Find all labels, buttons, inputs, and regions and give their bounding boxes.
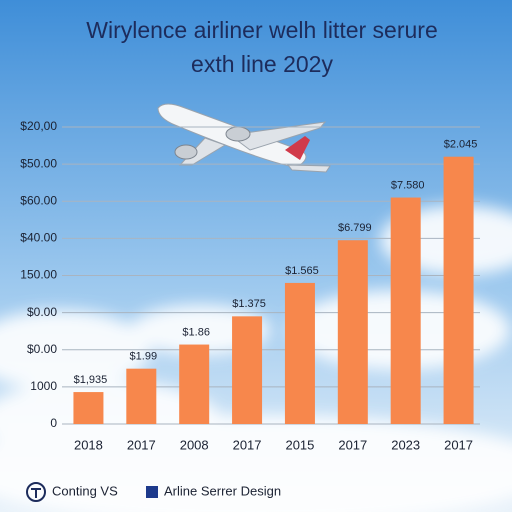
legend-icon-glyph [31, 488, 41, 498]
y-tick-label: $50.00 [20, 156, 57, 170]
x-tick-label: 2017 [127, 437, 156, 452]
bar [284, 282, 315, 424]
chart-title: Wirylence airliner welh litter serure [86, 17, 438, 43]
legend-swatch [146, 486, 158, 498]
y-tick-label: 150.00 [20, 268, 57, 282]
bar [443, 156, 474, 424]
bar [126, 368, 157, 424]
bar [337, 240, 368, 424]
x-tick-label: 2023 [391, 437, 420, 452]
legend-label: Conting VS [52, 483, 118, 498]
value-label: $2.045 [444, 139, 478, 151]
x-tick-label: 2018 [74, 437, 103, 452]
x-tick-label: 2017 [444, 437, 473, 452]
y-tick-label: $40.00 [20, 231, 57, 245]
x-tick-label: 2008 [180, 437, 209, 452]
x-tick-label: 2017 [338, 437, 367, 452]
y-tick-label: $0.00 [27, 305, 57, 319]
bar [179, 344, 210, 424]
bar [390, 197, 421, 424]
value-label: $1.99 [130, 351, 158, 363]
value-label: $1.565 [285, 265, 319, 277]
legend-label: Arline Serrer Design [164, 483, 281, 498]
legend-icon [26, 482, 46, 502]
y-tick-label: $60.00 [20, 193, 57, 207]
value-label: $1,935 [74, 374, 108, 386]
x-tick-label: 2017 [233, 437, 262, 452]
chart-subtitle: exth line 202y [191, 51, 333, 77]
bar [232, 316, 263, 424]
value-label: $1.375 [232, 298, 266, 310]
value-label: $7.580 [391, 179, 425, 191]
y-tick-label: 1000 [30, 379, 57, 393]
value-label: $6.799 [338, 222, 372, 234]
y-tick-label: $0.00 [27, 342, 57, 356]
bar [73, 392, 104, 424]
airplane [157, 103, 331, 173]
value-label: $1.86 [182, 326, 210, 338]
x-tick-label: 2015 [285, 437, 314, 452]
y-tick-label: 0 [50, 416, 57, 430]
y-tick-label: $20,00 [20, 119, 57, 133]
